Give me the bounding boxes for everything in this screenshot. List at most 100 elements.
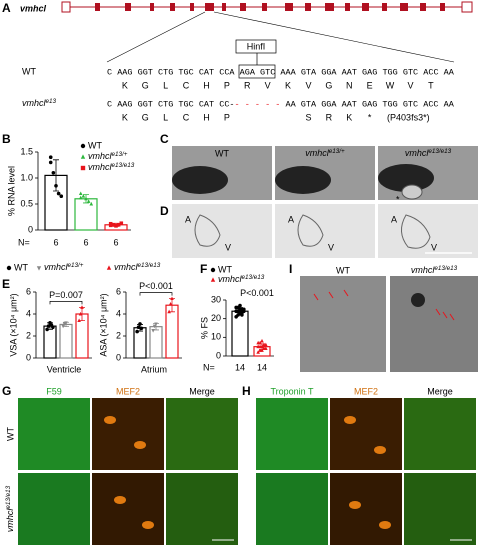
y-tick-label: 0 — [116, 352, 121, 362]
amino-acid: C — [183, 112, 190, 122]
amino-acid: R — [244, 80, 251, 90]
point — [114, 224, 118, 228]
amino-acid: S — [305, 112, 311, 122]
gene-schematic — [61, 1, 473, 79]
em-image — [390, 276, 478, 372]
point — [138, 322, 142, 326]
frameshift-note: (P403fs3*) — [387, 112, 430, 122]
mutant-dna: - - - - - — [235, 99, 281, 109]
point — [264, 342, 268, 347]
point — [256, 350, 260, 354]
legend-label: WT — [88, 140, 102, 150]
point — [59, 194, 64, 198]
p-value: P<0.001 — [139, 281, 173, 291]
panel-letter: G — [2, 384, 11, 398]
point — [262, 346, 266, 350]
chamber-label: V — [328, 242, 334, 252]
y-tick-label: 30 — [211, 294, 221, 304]
amino-acid: K — [285, 80, 291, 90]
point — [86, 199, 91, 203]
point — [260, 348, 264, 352]
amino-acid: R — [326, 112, 333, 122]
amino-acid: W — [386, 80, 395, 90]
point — [81, 194, 86, 198]
point — [135, 329, 139, 334]
chamber-label: A — [391, 214, 397, 224]
point — [152, 324, 157, 329]
column-header: MEF2 — [354, 386, 378, 396]
bar — [43, 325, 57, 359]
y-tick-label: 0 — [28, 224, 33, 234]
column-header: F59 — [46, 386, 62, 396]
amino-acid: T — [428, 80, 434, 90]
legend-label: vmhcle13/+ — [88, 151, 128, 162]
legend-marker — [80, 143, 86, 149]
n-value: 14 — [257, 362, 267, 372]
em-image — [300, 276, 386, 372]
legend-label: WT — [14, 262, 28, 272]
y-tick-label: 2 — [26, 330, 31, 340]
amino-acid: N — [346, 80, 353, 90]
y-axis-label: VSA (×10⁴ μm²) — [8, 293, 18, 356]
y-tick-label: 4 — [26, 308, 31, 318]
point — [54, 184, 58, 188]
image-label: vmhcle13/e13 — [405, 148, 452, 159]
mutant-dna: C AAG GGT CTG TGC CAT CC- — [107, 99, 235, 109]
chamber-label: V — [225, 242, 231, 252]
amino-acid: P — [224, 80, 230, 90]
point — [136, 325, 141, 330]
point — [84, 196, 88, 201]
chamber-label: V — [431, 242, 437, 252]
column-header: MEF2 — [116, 386, 140, 396]
image-mark: * — [396, 194, 400, 204]
panel-letter: H — [242, 384, 251, 398]
mutant-dna: AA GTA GGA AAT GAG TGG GTC ACC AA — [286, 99, 455, 109]
point — [64, 321, 68, 325]
column-header: Troponin T — [270, 386, 314, 396]
em-feature — [411, 293, 425, 307]
image-label: WT — [336, 265, 350, 275]
column-header: Merge — [427, 386, 453, 396]
n-value: 14 — [235, 362, 245, 372]
panel-letter: B — [2, 132, 11, 146]
y-tick-label: 20 — [211, 313, 221, 323]
point — [119, 221, 124, 226]
point — [46, 324, 51, 328]
point — [78, 195, 83, 200]
arrows — [313, 289, 455, 321]
point — [116, 223, 121, 227]
amino-acid: K — [122, 80, 128, 90]
panel-letter: C — [160, 132, 169, 146]
point — [167, 309, 171, 314]
n-value: 6 — [53, 237, 58, 247]
n-value: 6 — [113, 237, 118, 247]
amino-acid: H — [203, 80, 210, 90]
p-value: P=0.007 — [49, 290, 83, 300]
y-tick-label: 2 — [116, 330, 121, 340]
y-tick-label: 4 — [116, 308, 121, 318]
y-axis-label: ASA (×10⁴ μm²) — [98, 293, 108, 356]
panel-letter: F — [200, 262, 207, 276]
legend-label: vmhcle13/e13 — [218, 274, 265, 285]
category-label: Ventricle — [47, 364, 82, 374]
y-axis-label: % RNA level — [6, 166, 16, 216]
legend-marker — [6, 265, 12, 271]
point — [51, 325, 55, 330]
legend-marker — [80, 165, 86, 171]
point — [111, 223, 116, 227]
column-header: Merge — [189, 386, 215, 396]
legend-marker — [106, 265, 112, 270]
amino-acid: L — [163, 112, 168, 122]
point — [168, 301, 173, 306]
point — [139, 326, 144, 331]
row-label: vmhcle13/e13 — [5, 485, 16, 532]
point — [45, 327, 49, 332]
point — [56, 191, 61, 196]
n-label: N= — [203, 362, 215, 372]
panel-letter: E — [2, 277, 10, 291]
legend-label: WT — [218, 264, 232, 274]
amino-acid: K — [346, 112, 352, 122]
n-value: 6 — [83, 237, 88, 247]
point — [154, 322, 158, 327]
